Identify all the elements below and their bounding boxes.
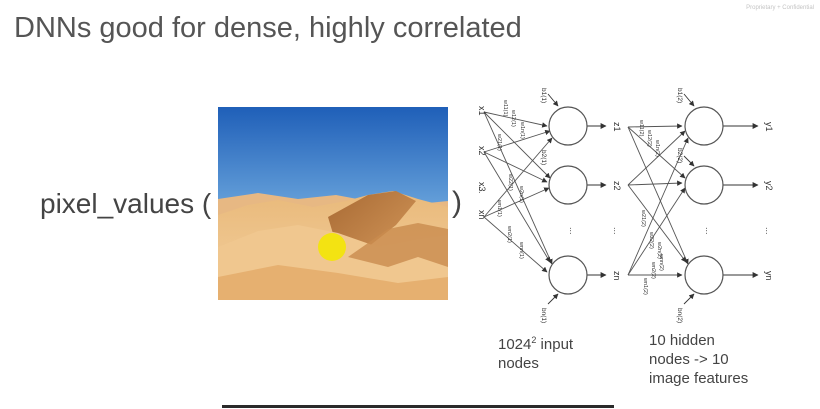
- layer2-connections: [627, 123, 689, 278]
- ellipsis-hidden-out: ...: [612, 227, 622, 235]
- hidden-zn: zn: [612, 271, 622, 281]
- hidden-z1: z1: [612, 122, 622, 132]
- weight-w1n-1: w1n(1): [519, 121, 525, 139]
- ellipsis-hidden: ...: [568, 227, 578, 235]
- weight-wn2-1: wn2(1): [506, 225, 512, 243]
- neural-network-diagram: x1 x2 x3 xn z1 z2 zn y1 y2 yn b1(1) b2(1…: [477, 88, 774, 323]
- ellipsis-output: ...: [704, 227, 714, 235]
- weight-w11-1: w11(1): [502, 99, 508, 117]
- output-y2: y2: [764, 181, 774, 191]
- input-x2: x2: [477, 146, 487, 156]
- input-xn: xn: [477, 210, 487, 220]
- layer1-connections: [483, 111, 553, 273]
- bias-b1-layer2: b1(2): [676, 88, 683, 103]
- pixel-values-label: pixel_values (: [40, 188, 212, 219]
- output-layer-nodes: [684, 106, 724, 295]
- bias-b1-layer1: b1(1): [540, 88, 547, 103]
- hidden-node-n: [548, 255, 588, 295]
- weight-w2n-1: w2n(1): [518, 185, 524, 203]
- caption-input-suffix: input nodes: [498, 336, 574, 372]
- output-node-n: [684, 255, 724, 295]
- weight-w11-2: w11(2): [638, 119, 644, 137]
- hidden-layer-nodes: [548, 106, 588, 295]
- input-x1: x1: [477, 106, 487, 116]
- ellipsis-output-labels: ...: [764, 227, 774, 235]
- sun-circle-icon: [318, 233, 346, 261]
- hidden-node-2: [548, 165, 588, 205]
- bias-bn-layer1: bn(1): [540, 308, 547, 323]
- output-yn: yn: [764, 271, 774, 281]
- weight-wn1-2: wn1(2): [642, 277, 648, 295]
- bias-b2-layer1: b2(1): [540, 150, 547, 165]
- weight-w21-1: w21(1): [496, 133, 502, 151]
- hidden-z2: z2: [612, 181, 622, 191]
- weight-w2n-2: w2n(2): [656, 241, 662, 259]
- weight-w1n-2: w1n(2): [654, 139, 660, 157]
- confidential-note: Proprietary + Confidential: [746, 5, 814, 11]
- weight-w21-2: w21(2): [640, 209, 646, 227]
- close-paren: ): [452, 186, 462, 219]
- bias-bn-layer2: bn(2): [676, 308, 683, 323]
- weight-w22-2: w22(2): [648, 231, 654, 249]
- bias-arrows: [547, 93, 695, 305]
- weight-wnn-2: wnn(2): [658, 253, 664, 271]
- bias-b2-layer2: b2(2): [676, 148, 683, 163]
- hidden-node-1: [548, 106, 588, 146]
- weight-wn2-2: wn2(2): [650, 261, 656, 279]
- slide-title: DNNs good for dense, highly correlated: [14, 12, 522, 44]
- bottom-divider: [222, 405, 614, 408]
- caption-input-exponent: 2: [531, 335, 537, 345]
- weight-w12-2: w12(2): [646, 129, 652, 147]
- input-x3: x3: [477, 182, 487, 192]
- hidden-layer-caption: 10 hidden nodes -> 10 image features: [649, 332, 749, 387]
- weight-wnn-1: wnn(1): [518, 241, 524, 259]
- input-layer-caption: 10242 input nodes: [498, 331, 618, 373]
- output-node-1: [684, 106, 724, 146]
- caption-input-prefix: 1024: [498, 336, 532, 353]
- output-node-2: [684, 165, 724, 205]
- weight-wn1-1: wn1(1): [496, 199, 502, 217]
- desert-image: [218, 107, 448, 300]
- output-y1: y1: [764, 122, 774, 132]
- node-output-arrows: [586, 123, 759, 278]
- weight-w12-1: w12(1): [510, 109, 516, 127]
- weight-w22-1: w22(1): [507, 173, 513, 191]
- ellipsis-inputs: ...: [477, 186, 487, 194]
